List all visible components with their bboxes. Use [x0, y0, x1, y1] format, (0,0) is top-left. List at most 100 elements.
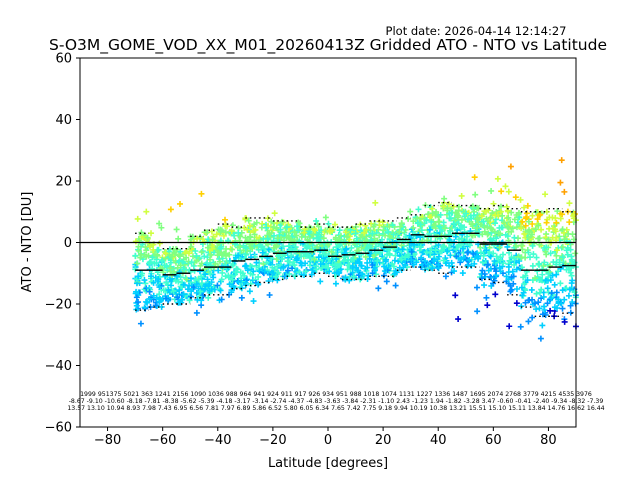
data-point-marker	[511, 216, 518, 223]
data-point-marker	[280, 264, 287, 271]
data-point-marker	[313, 217, 320, 224]
data-point-marker	[342, 229, 349, 236]
data-point-marker	[492, 212, 499, 219]
data-point-marker	[456, 236, 463, 243]
data-point-marker	[188, 259, 195, 266]
data-point-marker	[242, 234, 249, 241]
data-point-marker	[398, 242, 405, 249]
data-point-marker	[505, 263, 512, 270]
data-point-marker	[270, 224, 277, 231]
data-point-marker	[384, 251, 391, 258]
data-point-marker	[150, 279, 157, 286]
data-point-marker	[246, 233, 253, 240]
data-point-marker	[260, 260, 267, 267]
data-point-marker	[144, 299, 151, 306]
data-point-marker	[319, 264, 326, 271]
y-tick-label: 40	[55, 113, 72, 128]
data-point-marker	[507, 282, 514, 289]
data-point-marker	[500, 219, 507, 226]
data-point-marker	[499, 251, 506, 258]
data-point-marker	[475, 255, 482, 262]
data-point-marker	[481, 282, 488, 289]
data-point-marker	[133, 294, 140, 301]
data-point-marker	[273, 225, 280, 232]
data-point-marker	[347, 226, 354, 233]
data-point-marker	[399, 246, 406, 253]
data-point-marker	[180, 281, 187, 288]
data-point-marker	[557, 215, 564, 222]
data-point-marker	[506, 323, 513, 330]
data-point-marker	[402, 254, 409, 261]
data-point-marker	[161, 262, 168, 269]
data-point-marker	[446, 215, 453, 222]
data-point-marker	[235, 278, 242, 285]
data-point-marker	[340, 258, 347, 265]
data-point-marker	[408, 248, 415, 255]
data-point-marker	[332, 280, 339, 287]
data-point-marker	[493, 253, 500, 260]
data-point-marker	[525, 234, 532, 241]
data-point-marker	[325, 220, 332, 227]
data-point-marker	[557, 179, 564, 186]
data-point-marker	[505, 188, 512, 195]
data-point-marker	[554, 208, 561, 215]
data-point-marker	[539, 322, 546, 329]
data-point-marker	[152, 302, 159, 309]
data-point-marker	[422, 257, 429, 264]
data-point-marker	[321, 240, 328, 247]
data-point-marker	[228, 228, 235, 235]
data-point-marker	[455, 207, 462, 214]
data-point-marker	[193, 289, 200, 296]
x-tick-label: 40	[430, 433, 447, 448]
data-point-marker	[539, 266, 546, 273]
data-point-marker	[132, 290, 139, 297]
data-point-marker	[455, 316, 462, 323]
data-point-marker	[459, 245, 466, 252]
data-point-marker	[418, 227, 425, 234]
data-point-marker	[512, 242, 519, 249]
data-point-marker	[540, 263, 547, 270]
data-point-marker	[507, 163, 514, 170]
data-point-marker	[320, 235, 327, 242]
data-point-marker	[505, 224, 512, 231]
data-point-marker	[322, 214, 329, 221]
data-point-marker	[369, 262, 376, 269]
data-point-marker	[163, 279, 170, 286]
data-point-marker	[436, 218, 443, 225]
data-point-marker	[132, 266, 139, 273]
data-point-marker	[220, 232, 227, 239]
data-point-marker	[535, 299, 542, 306]
data-point-marker	[170, 287, 177, 294]
data-point-marker	[559, 226, 566, 233]
data-point-marker	[133, 276, 140, 283]
data-point-marker	[563, 266, 570, 273]
data-point-marker	[441, 225, 448, 232]
data-point-marker	[408, 257, 415, 264]
data-point-marker	[567, 302, 574, 309]
data-point-marker	[234, 277, 241, 284]
data-point-marker	[385, 228, 392, 235]
data-point-marker	[542, 191, 549, 198]
data-point-marker	[350, 257, 357, 264]
data-point-marker	[315, 254, 322, 261]
data-point-marker	[395, 247, 402, 254]
data-point-marker	[316, 229, 323, 236]
y-tick-label: −60	[45, 421, 72, 436]
data-point-marker	[275, 253, 282, 260]
data-point-marker	[233, 265, 240, 272]
data-point-marker	[416, 247, 423, 254]
data-point-marker	[446, 236, 453, 243]
stats-row-count: 1999 951375 5021 363 1241 2156 1090 1036…	[80, 391, 592, 398]
data-point-marker	[479, 267, 486, 274]
data-point-marker	[513, 286, 520, 293]
data-point-marker	[463, 210, 470, 217]
data-point-marker	[523, 214, 530, 221]
data-point-marker	[350, 273, 357, 280]
data-point-marker	[173, 226, 180, 233]
data-point-marker	[507, 288, 514, 295]
x-axis-label: Latitude [degrees]	[268, 456, 388, 471]
data-point-marker	[255, 280, 262, 287]
data-point-marker	[539, 271, 546, 278]
data-point-marker	[438, 247, 445, 254]
data-point-marker	[202, 271, 209, 278]
